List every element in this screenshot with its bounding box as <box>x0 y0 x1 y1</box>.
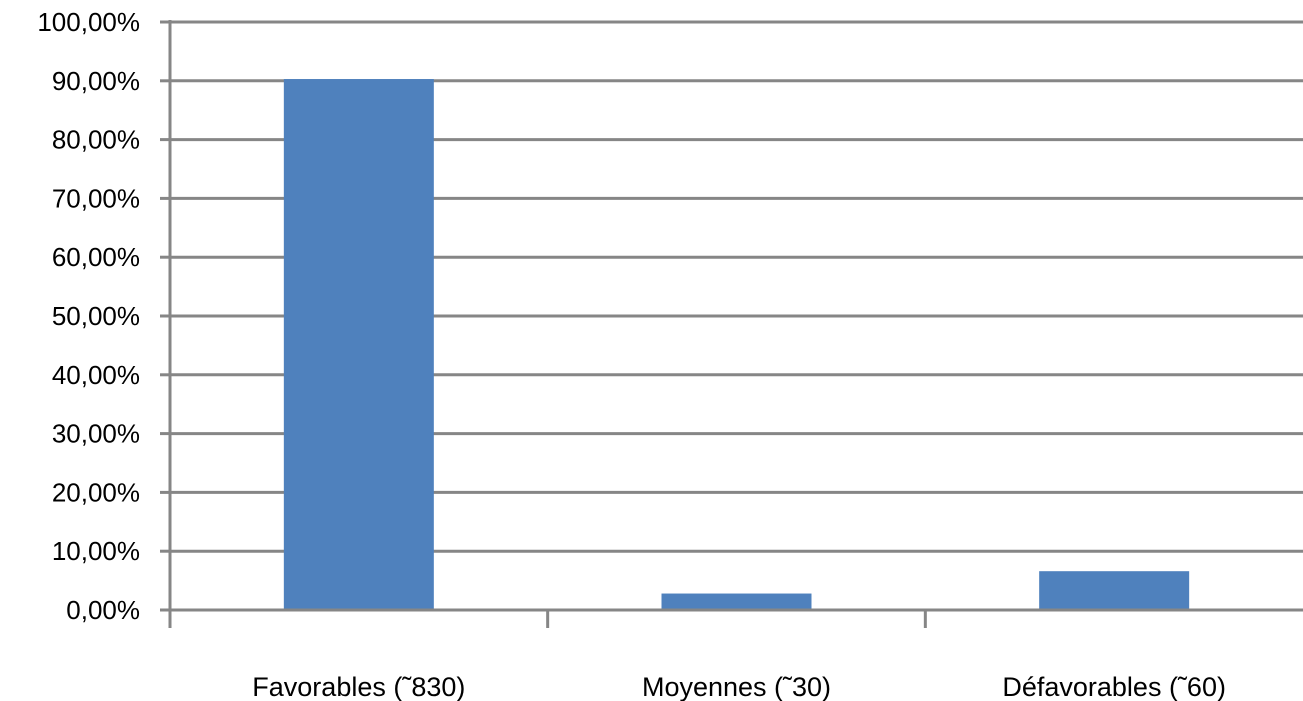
y-tick-label: 80,00% <box>52 125 140 155</box>
y-tick-label: 40,00% <box>52 360 140 390</box>
y-tick-label: 0,00% <box>66 595 140 625</box>
axes <box>160 20 1303 628</box>
y-tick-label: 10,00% <box>52 536 140 566</box>
y-tick-label: 30,00% <box>52 419 140 449</box>
y-axis-tick-labels: 0,00% 10,00% 20,00% 30,00% 40,00% 50,00% 60,00… <box>37 7 140 625</box>
x-category-label: Moyennes (˜30) <box>642 672 831 701</box>
x-category-label: Favorables (˜830) <box>252 672 465 701</box>
x-axis-category-labels: Favorables (˜830) Moyennes (˜30) Défavorab… <box>252 672 1226 701</box>
y-tick-label: 70,00% <box>52 183 140 213</box>
bars <box>283 79 1190 610</box>
bar <box>283 79 434 610</box>
y-tick-label: 100,00% <box>37 7 140 37</box>
y-tick-label: 20,00% <box>52 477 140 507</box>
y-tick-label: 50,00% <box>52 301 140 331</box>
y-tick-label: 60,00% <box>52 242 140 272</box>
x-category-label: Défavorables (˜60) <box>1002 672 1226 701</box>
bar <box>1039 571 1190 610</box>
y-tick-label: 90,00% <box>52 66 140 96</box>
bar <box>661 593 812 610</box>
